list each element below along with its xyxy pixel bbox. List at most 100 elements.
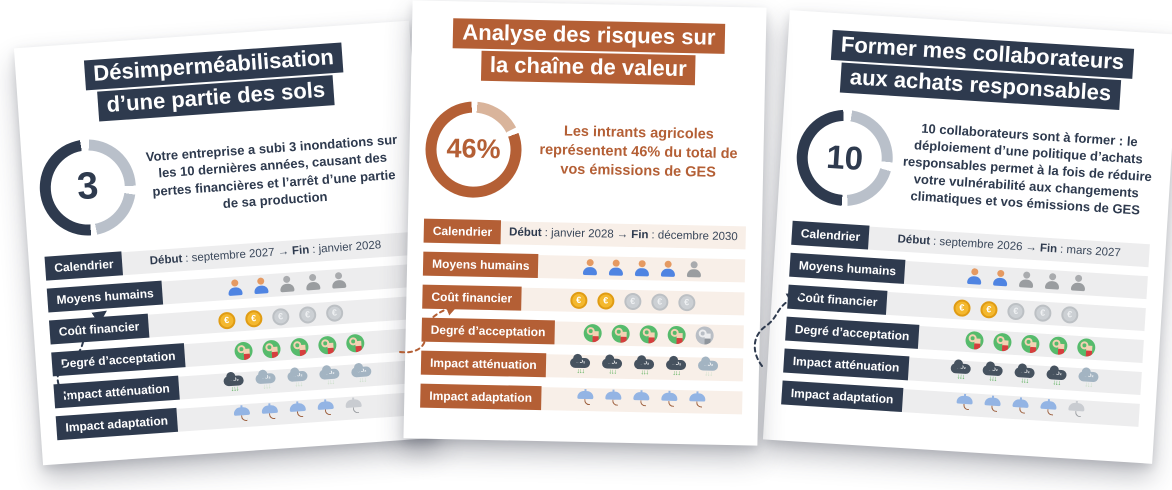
cloud-icon: CO₂ ↓↓↓ [633, 358, 655, 376]
debut-label: Début [149, 253, 183, 268]
table-row-cout-financier: Coût financier € € € € € [422, 284, 745, 316]
cloud-icon: CO₂ ↓↓↓ [569, 357, 591, 375]
person-icon [582, 259, 598, 275]
ok-icon [290, 337, 310, 357]
umbrella-icon [289, 402, 308, 420]
ring-value: 3 [48, 147, 128, 227]
row-label: Calendrier [423, 218, 502, 245]
row-label: Moyens humains [422, 251, 539, 279]
ok-icon [583, 324, 603, 343]
attributes-table: Calendrier Début: septembre 2026 → Fin: ma… [781, 220, 1150, 427]
debut-label: Début [897, 233, 931, 248]
ring-value: 46% [435, 111, 512, 187]
cloud-icon-inactive: CO₂ ↓↓↓ [255, 372, 278, 390]
person-icon [608, 259, 624, 275]
coin-icon-inactive: € [651, 292, 669, 311]
cloud-icon-inactive: CO₂ ↓↓↓ [1077, 370, 1100, 388]
ok-icon [234, 341, 254, 361]
person-icon [992, 269, 1009, 286]
table-row-impact-attenuation: Impact atténuation CO₂ ↓↓↓ CO₂ ↓↓↓ CO₂ ↓↓↓ CO₂… [420, 350, 744, 382]
card-summary: 10 10 collaborateurs sont à former : le … [793, 103, 1158, 229]
row-label: Impact adaptation [781, 380, 904, 412]
person-icon-inactive [330, 272, 347, 289]
cloud-icon: CO₂ ↓↓↓ [665, 359, 687, 377]
cloud-icon: CO₂ ↓↓↓ [981, 364, 1004, 382]
coin-icon-inactive: € [325, 303, 344, 322]
umbrella-icon [604, 390, 622, 408]
fin-value: : décembre 2030 [651, 229, 738, 244]
cloud-icon: CO₂ ↓↓↓ [223, 374, 246, 393]
row-label: Degré d’acceptation [51, 343, 186, 377]
attributes-table: Calendrier Début: janvier 2028 → Fin: déce… [420, 218, 746, 415]
cloud-icon-inactive: CO₂ ↓↓↓ [286, 370, 309, 388]
card-former-collaborateurs-achats: Former mes collaborateurs aux achats res… [762, 10, 1172, 464]
fin-label: Fin [631, 228, 649, 242]
row-label: Coût financier [787, 284, 888, 315]
table-row-degre-acceptation: Degré d’acceptation [421, 317, 744, 349]
arrow-glyph: → [1025, 241, 1038, 255]
umbrella-icon-inactive [1067, 401, 1086, 420]
row-label: Impact adaptation [55, 407, 178, 441]
card-description: Votre entreprise a subi 3 inondations su… [145, 132, 398, 211]
row-label: Coût financier [422, 284, 522, 311]
ok-icon [993, 332, 1013, 352]
person-icon [226, 279, 243, 296]
debut-value: : janvier 2028 [544, 227, 614, 241]
progress-ring: 46% [424, 100, 523, 199]
card-title: Désimperméabilisation d’une partie des s… [31, 38, 399, 127]
cloud-icon: CO₂ ↓↓↓ [1045, 368, 1068, 386]
progress-ring: 10 [793, 106, 896, 209]
umbrella-icon [983, 396, 1002, 415]
person-icon-inactive [1044, 273, 1061, 290]
umbrella-icon [688, 392, 706, 410]
ok-icon [965, 330, 985, 350]
umbrella-icon [632, 391, 650, 409]
ok-icon [318, 335, 338, 355]
person-icon [634, 260, 650, 276]
table-row-impact-adaptation: Impact adaptation [420, 383, 743, 415]
coin-icon: € [597, 291, 615, 310]
row-label: Coût financier [48, 313, 150, 345]
card-summary: 3 Votre entreprise a subi 3 inondations … [36, 113, 406, 242]
ok-icon [1021, 334, 1041, 354]
cloud-icon-inactive: CO₂ ↓↓↓ [318, 367, 341, 386]
coin-icon-inactive: € [1033, 303, 1052, 322]
card-desimpermeabilisation-sols: Désimperméabilisation d’une partie des s… [13, 20, 439, 466]
person-icon [252, 277, 269, 294]
umbrella-icon [576, 390, 594, 407]
coin-icon-inactive: € [624, 292, 642, 310]
umbrella-icon [1039, 400, 1058, 418]
row-label: Degré d’acceptation [421, 317, 555, 345]
card-summary: 46% Les intrants agricoles représentent … [424, 96, 748, 207]
cloud-icon-inactive: CO₂ ↓↓↓ [350, 365, 373, 384]
row-label: Moyens humains [789, 252, 906, 284]
umbrella-icon [660, 392, 678, 409]
coin-icon: € [217, 311, 236, 330]
coin-icon: € [979, 300, 998, 319]
fin-label: Fin [1039, 242, 1058, 256]
row-label: Impact atténuation [420, 350, 546, 378]
ok-icon [611, 324, 631, 343]
umbrella-icon [1011, 398, 1030, 416]
coin-icon: € [952, 298, 971, 317]
cloud-icon: CO₂ ↓↓↓ [1013, 366, 1036, 384]
arrow-glyph: → [616, 228, 629, 241]
ok-icon-inactive [695, 326, 715, 345]
umbrella-icon [317, 400, 336, 418]
umbrella-icon [955, 394, 974, 413]
ok-icon [1049, 336, 1069, 356]
person-icon-inactive [686, 261, 702, 277]
table-row-moyens-humains: Moyens humains [422, 251, 746, 283]
cloud-icon: CO₂ ↓↓↓ [601, 357, 623, 375]
coin-icon-inactive: € [298, 305, 317, 324]
ok-icon [667, 325, 687, 345]
person-icon [660, 261, 676, 277]
arrow-glyph: → [277, 245, 290, 259]
person-icon-inactive [304, 274, 321, 291]
table-row-calendrier: Calendrier Début: janvier 2028 → Fin: déce… [423, 218, 746, 250]
card-title: Analyse des risques sur la chaîne de val… [427, 17, 750, 87]
ring-value: 10 [805, 118, 884, 197]
row-label: Moyens humains [46, 280, 164, 313]
card-analyse-risques-chaine-valeur: Analyse des risques sur la chaîne de val… [403, 0, 767, 446]
